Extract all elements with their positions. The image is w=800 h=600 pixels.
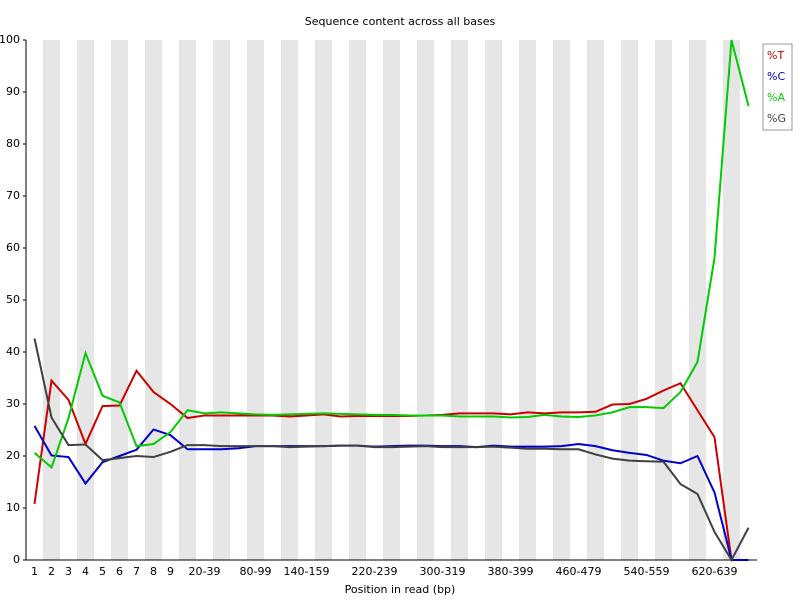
y-tick-label: 50 xyxy=(6,293,20,306)
legend-label: %C xyxy=(767,70,785,83)
stripe xyxy=(451,40,468,560)
x-axis-label: Position in read (bp) xyxy=(345,583,456,596)
x-tick-label: 380-399 xyxy=(488,565,534,578)
y-tick-label: 90 xyxy=(6,85,20,98)
legend-label: %G xyxy=(767,112,786,125)
stripe xyxy=(179,40,196,560)
x-tick-label: 300-319 xyxy=(420,565,466,578)
data-line xyxy=(33,338,750,563)
legend-box xyxy=(762,43,793,131)
x-tick-label: 4 xyxy=(82,565,89,578)
y-tick-label: 0 xyxy=(13,553,20,566)
stripe xyxy=(145,40,162,560)
y-tick-label: 80 xyxy=(6,137,20,150)
stripe xyxy=(485,40,502,560)
chart-title: Sequence content across all bases xyxy=(305,15,496,28)
x-tick-label: 6 xyxy=(116,565,123,578)
x-tick-label: 2 xyxy=(48,565,55,578)
data-line xyxy=(33,425,749,561)
stripe xyxy=(383,40,400,560)
x-tick-label: 140-159 xyxy=(284,565,330,578)
stripe xyxy=(77,40,94,560)
x-tick-label: 9 xyxy=(167,565,174,578)
y-tick-label: 40 xyxy=(6,345,20,358)
x-tick-label: 220-239 xyxy=(352,565,398,578)
x-tick-label: 620-639 xyxy=(692,565,738,578)
legend-label: %A xyxy=(767,91,785,104)
stripe xyxy=(43,40,60,560)
x-tick-label: 540-559 xyxy=(624,565,670,578)
stripe xyxy=(519,40,536,560)
legend-label: %T xyxy=(767,49,784,62)
y-tick-label: 30 xyxy=(6,397,20,410)
stripe xyxy=(621,40,638,560)
x-tick-label: 7 xyxy=(133,565,140,578)
x-tick-label: 5 xyxy=(99,565,106,578)
y-tick-label: 10 xyxy=(6,501,20,514)
y-tick-label: 20 xyxy=(6,449,20,462)
y-tick-label: 60 xyxy=(6,241,20,254)
stripe xyxy=(281,40,298,560)
stripe xyxy=(689,40,706,560)
data-line xyxy=(33,368,749,561)
data-line xyxy=(33,39,750,470)
stripe xyxy=(111,40,128,560)
stripe xyxy=(655,40,672,560)
stripe xyxy=(417,40,434,560)
y-tick-label: 100 xyxy=(0,33,20,46)
y-tick-label: 70 xyxy=(6,189,20,202)
stripe xyxy=(723,40,740,560)
stripe xyxy=(587,40,604,560)
stripe xyxy=(247,40,264,560)
x-tick-label: 460-479 xyxy=(556,565,602,578)
x-tick-label: 8 xyxy=(150,565,157,578)
x-tick-label: 1 xyxy=(31,565,38,578)
x-tick-label: 80-99 xyxy=(240,565,272,578)
x-tick-label: 20-39 xyxy=(189,565,221,578)
stripe xyxy=(315,40,332,560)
stripe xyxy=(349,40,366,560)
stripe xyxy=(553,40,570,560)
stripe xyxy=(213,40,230,560)
x-tick-label: 3 xyxy=(65,565,72,578)
